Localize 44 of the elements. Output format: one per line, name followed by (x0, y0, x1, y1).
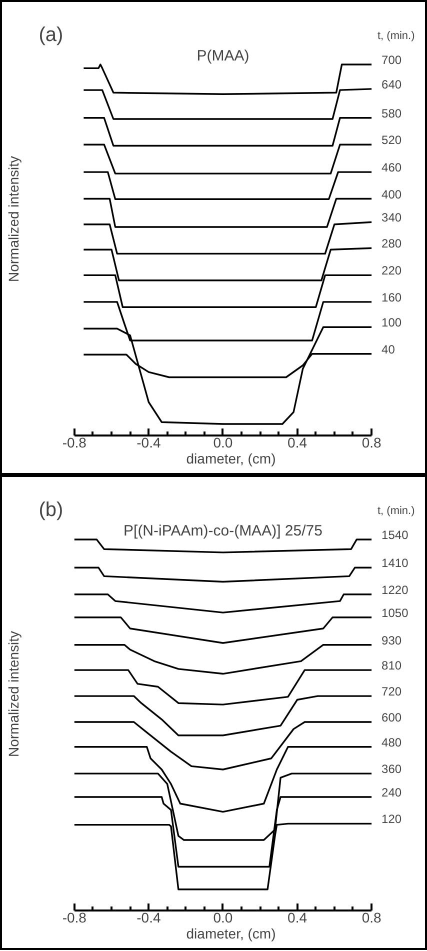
text: (b) (38, 498, 64, 521)
series-label: 1540 (382, 528, 409, 542)
x-tick-label: 0.0 (213, 434, 233, 450)
series-label: 700 (382, 52, 402, 67)
x-tick-label: -0.4 (136, 910, 161, 926)
x-axis-title: diameter, (cm) (186, 450, 276, 466)
x-axis-title: diameter, (cm) (186, 926, 276, 942)
series-label: 100 (382, 316, 402, 330)
x-tick-label: 0.4 (288, 910, 308, 926)
chart-title: P[(N-iPAAm)-co-(MAA)] 25/75 (124, 522, 322, 540)
series-label: 40 (382, 342, 396, 356)
legend-title: t, (min.) (378, 505, 415, 518)
x-tick-label: 0.8 (362, 434, 382, 450)
x-tick-label: -0.8 (62, 434, 87, 450)
series-label: 600 (382, 710, 402, 725)
text: (a) (38, 24, 64, 46)
x-tick-label: 0.8 (362, 910, 382, 926)
series-label: 460 (382, 160, 402, 175)
series-label: 810 (382, 658, 402, 673)
x-tick-label: 0.4 (288, 434, 308, 450)
series-label: 1410 (382, 556, 409, 570)
series-label: 120 (382, 812, 402, 826)
x-tick-label: -0.4 (136, 434, 161, 450)
series-label: 480 (382, 735, 402, 750)
series-label: 220 (382, 264, 402, 278)
series-label: 930 (382, 633, 402, 648)
series-label: 280 (382, 236, 402, 251)
legend-title: t, (min.) (378, 30, 415, 42)
series-label: 640 (382, 77, 402, 92)
series-label: 720 (382, 684, 402, 699)
series-label: 240 (382, 785, 402, 800)
series-label: 520 (382, 133, 402, 148)
series-label: 160 (382, 290, 402, 304)
y-axis-title: Normalized intensity (6, 630, 22, 758)
series-label: 340 (382, 210, 402, 225)
series-label: 360 (382, 762, 402, 776)
x-tick-label: -0.8 (62, 910, 87, 926)
series-label: 580 (382, 106, 402, 120)
chart-title: P(MAA) (196, 47, 250, 64)
y-axis-title: Normalized intensity (6, 156, 22, 282)
series-label: 1220 (382, 582, 409, 597)
series-label: 1050 (382, 606, 409, 620)
x-tick-label: 0.0 (213, 910, 233, 926)
series-label: 400 (382, 187, 402, 202)
